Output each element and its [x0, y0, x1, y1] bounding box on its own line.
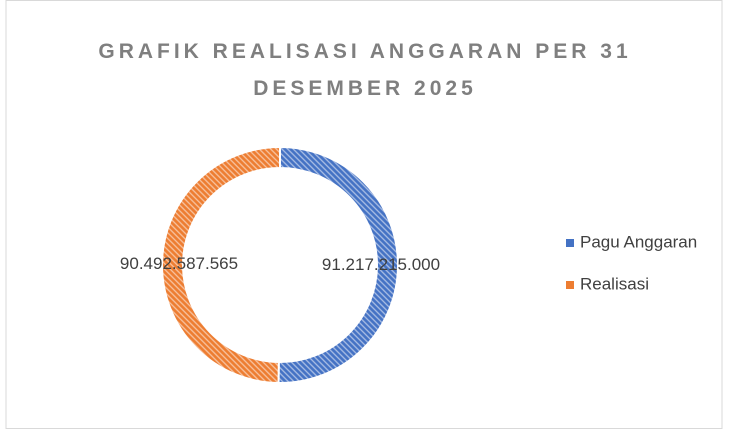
data-label: 90.492.587.565: [120, 254, 238, 273]
legend-label: Pagu Anggaran: [580, 232, 697, 251]
legend-label: Realisasi: [580, 274, 649, 293]
data-label: 91.217.215.000: [322, 255, 440, 274]
legend-swatch: [566, 281, 574, 289]
legend-swatch: [566, 239, 574, 247]
chart-border: [5, 0, 723, 429]
chart-title: GRAFIK REALISASI ANGGARAN PER 31 DESEMBE…: [98, 40, 632, 100]
donut-slice: [161, 145, 281, 385]
